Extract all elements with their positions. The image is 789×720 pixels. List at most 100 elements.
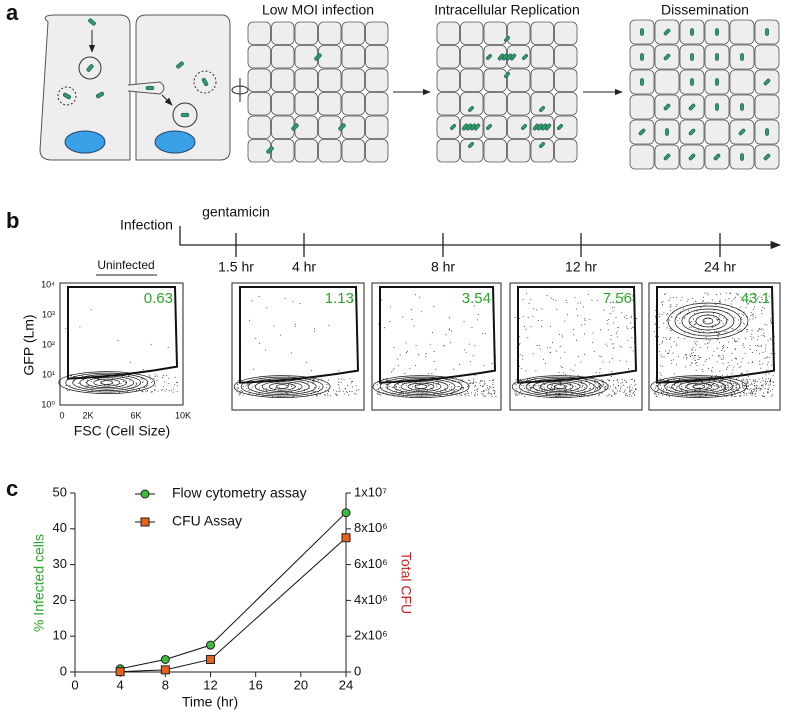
event-dot: [470, 383, 472, 385]
event-dot: [472, 372, 474, 374]
event-dot: [684, 332, 686, 334]
event-dot: [746, 370, 748, 372]
event-dot: [463, 320, 465, 322]
bacterium: [88, 18, 96, 26]
event-dot: [740, 392, 742, 394]
event-dot: [607, 394, 609, 396]
event-dot: [386, 381, 388, 383]
event-dot: [674, 381, 676, 383]
y2-tick-label: 1x10⁷: [354, 484, 387, 499]
event-dot: [755, 390, 757, 392]
event-dot: [263, 389, 265, 391]
event-dot: [519, 365, 521, 367]
event-dot: [278, 381, 280, 383]
event-dot: [404, 372, 406, 374]
event-dot: [670, 387, 672, 389]
event-dot: [85, 384, 87, 386]
event-dot: [734, 382, 736, 384]
event-dot: [663, 379, 665, 381]
event-dot: [763, 392, 765, 394]
event-dot: [605, 343, 607, 345]
bacterium: [688, 128, 696, 136]
bacterium: [663, 53, 671, 61]
event-dot: [581, 383, 583, 385]
event-dot: [609, 302, 611, 304]
event-dot: [457, 386, 459, 388]
event-dot: [381, 387, 383, 389]
event-dot: [622, 296, 624, 298]
event-dot: [594, 382, 596, 384]
event-dot: [594, 389, 596, 391]
event-dot: [527, 384, 529, 386]
event-dot: [348, 394, 350, 396]
event-dot: [721, 349, 723, 351]
event-dot: [769, 295, 771, 297]
event-dot: [598, 386, 600, 388]
grid-cell: [554, 115, 578, 139]
bacterium: [690, 28, 694, 36]
event-dot: [629, 370, 631, 372]
event-dot: [750, 315, 752, 317]
event-dot: [714, 376, 716, 378]
event-dot: [596, 299, 598, 301]
event-dot: [681, 390, 683, 392]
event-dot: [670, 388, 672, 390]
event-dot: [617, 381, 619, 383]
x-tick-label: 8: [162, 677, 169, 692]
event-dot: [151, 391, 153, 393]
bacterium: [740, 153, 744, 161]
event-dot: [635, 388, 637, 390]
event-dot: [550, 325, 552, 327]
event-dot: [537, 385, 539, 387]
event-dot: [747, 376, 749, 378]
event-dot: [620, 383, 622, 385]
bacterium: [486, 124, 492, 130]
event-dot: [761, 299, 763, 301]
event-dot: [747, 388, 749, 390]
event-dot: [575, 339, 577, 341]
event-dot: [734, 340, 736, 342]
event-dot: [564, 351, 566, 353]
event-dot: [751, 300, 753, 302]
event-dot: [453, 389, 455, 391]
event-dot: [577, 315, 579, 317]
y-tick-label: 10³: [42, 309, 55, 319]
event-dot: [663, 312, 665, 314]
event-dot: [473, 378, 475, 380]
bacterium: [450, 124, 456, 130]
event-dot: [444, 387, 446, 389]
event-dot: [248, 393, 250, 395]
event-dot: [691, 352, 693, 354]
event-dot: [661, 342, 663, 344]
event-dot: [766, 292, 768, 294]
event-dot: [751, 394, 753, 396]
event-dot: [435, 380, 437, 382]
event-dot: [741, 382, 743, 384]
event-dot: [333, 389, 335, 391]
event-dot: [599, 368, 601, 370]
event-dot: [455, 389, 457, 391]
event-dot: [690, 326, 692, 328]
event-dot: [142, 369, 144, 371]
event-dot: [733, 384, 735, 386]
event-dot: [683, 338, 685, 340]
event-dot: [540, 385, 542, 387]
event-dot: [761, 394, 763, 396]
event-dot: [734, 394, 736, 396]
event-dot: [751, 333, 753, 335]
event-dot: [399, 354, 401, 356]
event-dot: [621, 346, 623, 348]
event-dot: [702, 300, 704, 302]
event-dot: [392, 386, 394, 388]
event-dot: [351, 386, 353, 388]
event-dot: [542, 386, 544, 388]
grid-cell: [365, 139, 389, 163]
event-dot: [696, 384, 698, 386]
event-dot: [670, 359, 672, 361]
event-dot: [695, 362, 697, 364]
event-dot: [149, 374, 151, 376]
event-dot: [136, 389, 138, 391]
event-dot: [663, 322, 665, 324]
event-dot: [708, 368, 710, 370]
event-dot: [752, 388, 754, 390]
